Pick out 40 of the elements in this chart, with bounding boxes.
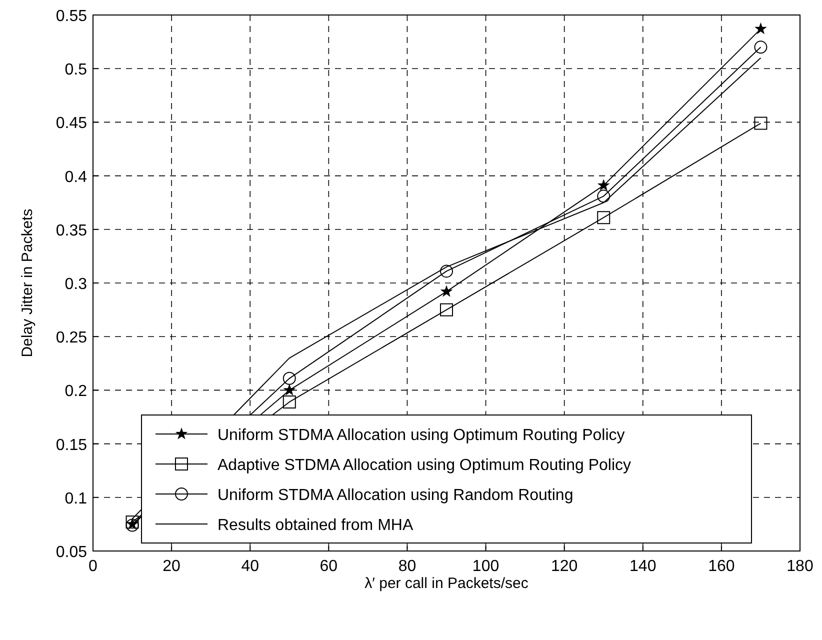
point	[754, 40, 768, 54]
y-axis-title: Delay Jitter in Packets	[19, 208, 36, 358]
point	[597, 211, 610, 224]
y-tick-label: 0.2	[64, 383, 88, 400]
x-tick-label: 120	[550, 558, 578, 575]
point	[597, 178, 610, 191]
point	[754, 116, 768, 130]
point	[440, 303, 453, 316]
point	[440, 285, 453, 297]
legend-label: Uniform STDMA Allocation using Optimum Routing Policy	[218, 427, 625, 444]
x-tick-label: 140	[630, 558, 656, 575]
y-tick-label: 0.5	[64, 62, 88, 79]
y-tick-label: 0.05	[56, 544, 88, 561]
x-tick-label: 40	[241, 558, 260, 575]
point	[282, 395, 296, 408]
x-tick-label: 80	[398, 558, 416, 575]
legend-label: Uniform STDMA Allocation using Random Routing	[218, 487, 574, 504]
y-tick-label: 0.3	[64, 276, 88, 293]
x-tick-label: 60	[320, 558, 338, 575]
x-tick-label: 20	[162, 558, 181, 575]
x-tick-label: 180	[786, 558, 814, 575]
y-tick-label: 0.1	[64, 490, 88, 508]
legend-label: Adaptive STDMA Allocation using Optimum Routing Policy	[218, 457, 632, 474]
y-tick-label: 0.15	[56, 436, 88, 454]
point	[282, 372, 296, 385]
x-tick-label: 0	[88, 558, 98, 575]
point	[754, 22, 767, 34]
point	[597, 190, 610, 203]
y-tick-label: 0.45	[56, 115, 88, 132]
legend-label: Results obtained from MHA	[218, 517, 414, 534]
y-tick-label: 0.4	[64, 168, 88, 186]
y-tick-label: 0.35	[56, 222, 88, 240]
y-tick-label: 0.55	[56, 8, 88, 25]
y-tick-label: 0.25	[56, 330, 88, 347]
x-tick-label: 160	[708, 558, 735, 575]
x-axis-title: λ′ per call in Packets/sec	[364, 575, 529, 592]
point	[440, 264, 453, 278]
point	[283, 384, 296, 396]
point	[126, 518, 139, 532]
x-tick-label: 100	[472, 558, 500, 575]
